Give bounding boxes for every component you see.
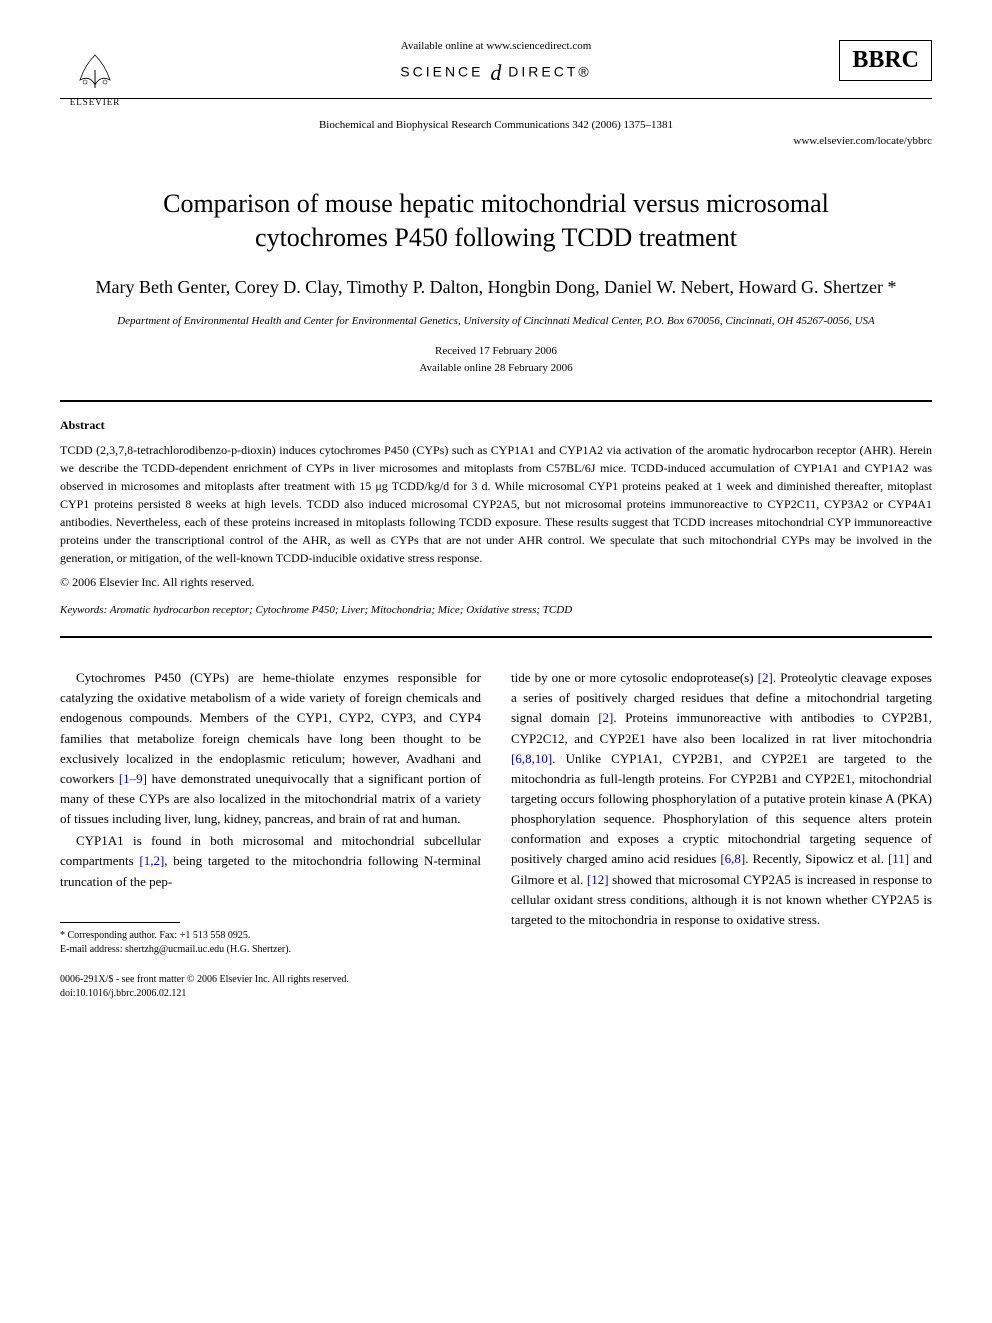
abstract-top-rule: [60, 400, 932, 402]
body-text: Cytochromes P450 (CYPs) are heme-thiolat…: [60, 668, 932, 1001]
keywords: Keywords: Aromatic hydrocarbon receptor;…: [60, 604, 932, 616]
journal-citation: Biochemical and Biophysical Research Com…: [60, 119, 932, 131]
body-paragraph-2-cont: tide by one or more cytosolic endoprotea…: [511, 668, 932, 930]
received-date: Received 17 February 2006: [60, 343, 932, 360]
bbrc-logo: BBRC: [839, 40, 932, 81]
left-column: Cytochromes P450 (CYPs) are heme-thiolat…: [60, 668, 481, 1001]
body-paragraph-2: CYP1A1 is found in both microsomal and m…: [60, 831, 481, 891]
keywords-label: Keywords:: [60, 604, 107, 616]
doi: doi:10.1016/j.bbrc.2006.02.121: [60, 987, 481, 1001]
corresponding-author-footnote: * Corresponding author. Fax: +1 513 558 …: [60, 929, 481, 957]
ref-6-8[interactable]: [6,8]: [720, 851, 745, 866]
elsevier-logo: ELSEVIER: [60, 50, 130, 107]
corr-email: E-mail address: shertzhg@ucmail.uc.edu (…: [60, 943, 481, 957]
footer: 0006-291X/$ - see front matter © 2006 El…: [60, 973, 481, 1001]
elsevier-tree-icon: [60, 50, 130, 95]
ref-2a[interactable]: [2]: [758, 670, 773, 685]
science-direct-logo: SCIENCE d DIRECT®: [60, 60, 932, 86]
header: ELSEVIER BBRC Available online at www.sc…: [60, 40, 932, 147]
affiliation: Department of Environmental Health and C…: [100, 314, 892, 329]
sd-left: SCIENCE: [400, 64, 483, 80]
online-date: Available online 28 February 2006: [60, 360, 932, 377]
body-paragraph-1: Cytochromes P450 (CYPs) are heme-thiolat…: [60, 668, 481, 829]
footnote-separator: [60, 922, 180, 923]
abstract-body: TCDD (2,3,7,8-tetrachlorodibenzo-p-dioxi…: [60, 441, 932, 567]
elsevier-text: ELSEVIER: [60, 97, 130, 107]
sd-right: DIRECT®: [508, 64, 591, 80]
ref-12[interactable]: [12]: [587, 872, 609, 887]
ref-2b[interactable]: [2]: [598, 710, 613, 725]
article-title: Comparison of mouse hepatic mitochondria…: [100, 187, 892, 255]
header-rule: [60, 98, 932, 99]
abstract-copyright: © 2006 Elsevier Inc. All rights reserved…: [60, 575, 932, 590]
corr-author: * Corresponding author. Fax: +1 513 558 …: [60, 929, 481, 943]
abstract-heading: Abstract: [60, 418, 932, 433]
ref-1-9[interactable]: [1–9]: [119, 771, 147, 786]
available-online: Available online at www.sciencedirect.co…: [60, 40, 932, 52]
abstract-bottom-rule: [60, 636, 932, 638]
ref-1-2[interactable]: [1,2]: [139, 853, 164, 868]
right-column: tide by one or more cytosolic endoprotea…: [511, 668, 932, 1001]
journal-url[interactable]: www.elsevier.com/locate/ybbrc: [60, 135, 932, 147]
front-matter: 0006-291X/$ - see front matter © 2006 El…: [60, 973, 481, 987]
ref-11[interactable]: [11]: [888, 851, 909, 866]
email-link[interactable]: shertzhg@ucmail.uc.edu: [125, 944, 224, 955]
authors: Mary Beth Genter, Corey D. Clay, Timothy…: [60, 275, 932, 300]
sd-d-icon: d: [490, 60, 501, 85]
article-dates: Received 17 February 2006 Available onli…: [60, 343, 932, 376]
keywords-list: Aromatic hydrocarbon receptor; Cytochrom…: [110, 604, 572, 616]
ref-6-8-10[interactable]: [6,8,10]: [511, 751, 552, 766]
